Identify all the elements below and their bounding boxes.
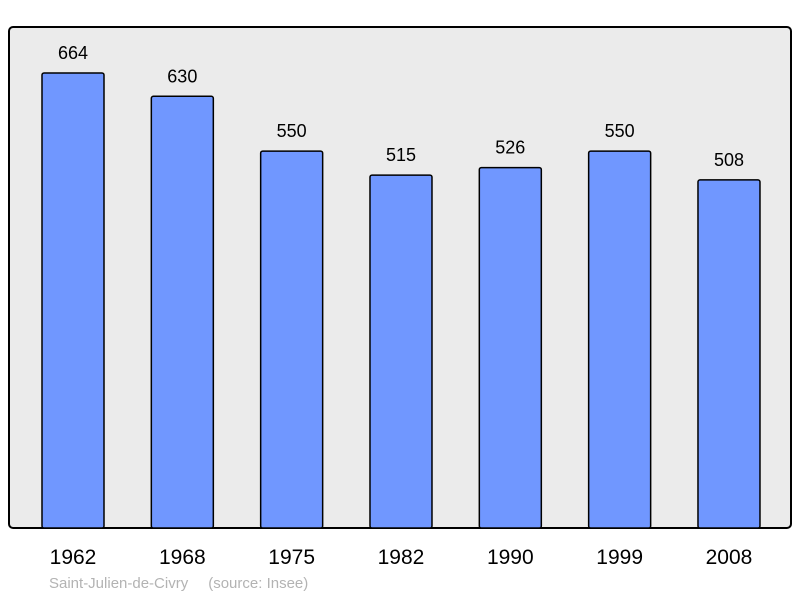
data-label-1990: 526 (495, 138, 525, 158)
data-label-1975: 550 (277, 121, 307, 141)
bar-1962 (41, 72, 105, 529)
x-tick-label-1968: 1968 (159, 546, 206, 569)
bar-1968 (150, 95, 215, 529)
data-label-1999: 550 (605, 121, 635, 141)
x-tick-label-1962: 1962 (50, 546, 97, 569)
footer-source: (source: Insee) (208, 575, 309, 592)
x-tick-label-2008: 2008 (706, 546, 753, 569)
data-label-1968: 630 (167, 66, 197, 86)
data-label-1962: 664 (58, 43, 88, 63)
bar-1982 (369, 174, 433, 529)
data-label-2008: 508 (714, 150, 744, 170)
data-label-1982: 515 (386, 145, 416, 165)
bar-2008 (697, 179, 761, 529)
x-tick-label-1999: 1999 (596, 546, 643, 569)
footer: Saint-Julien-de-Civry (source: Insee) (49, 575, 308, 592)
x-tick-label-1982: 1982 (378, 546, 425, 569)
bar-1999 (587, 150, 652, 529)
x-tick-label-1990: 1990 (487, 546, 534, 569)
footer-place: Saint-Julien-de-Civry (49, 575, 189, 592)
bar-1990 (478, 166, 543, 529)
bar-1975 (259, 150, 324, 529)
x-tick-label-1975: 1975 (268, 546, 315, 569)
